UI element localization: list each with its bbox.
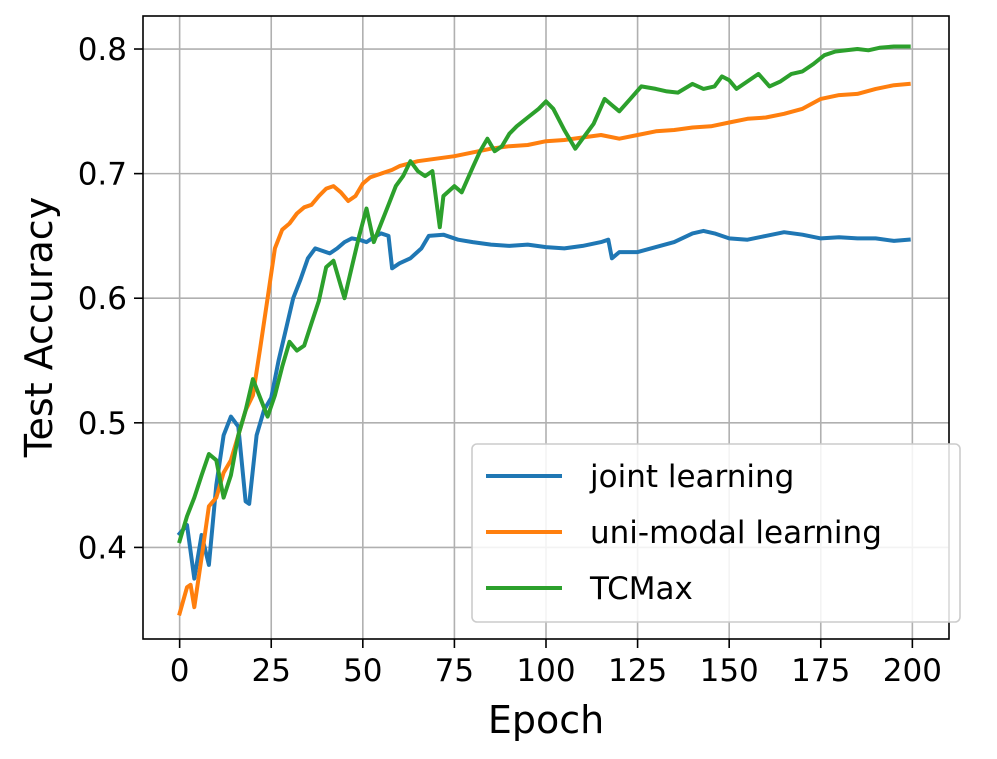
x-tick-label: 25 [252,653,291,689]
y-tick-label: 0.6 [78,281,127,317]
y-tick-label: 0.4 [78,530,127,566]
legend-label: TCMax [589,571,693,607]
legend: joint learning uni-modal learning TCMax [471,443,961,623]
legend-box [471,443,961,623]
axis-ticks: 0 25 50 75 100 125 150 175 200 0.4 0.5 0.6 0.7 0.8 [78,32,942,689]
series-lines [176,44,911,616]
y-axis-label: Test Accuracy [17,197,61,458]
x-axis-label: Epoch [488,698,604,742]
y-tick-label: 0.7 [78,157,127,193]
series-line [177,44,911,544]
series-line [176,228,911,581]
x-tick-label: 75 [435,653,474,689]
x-tick-label: 100 [516,653,575,689]
x-tick-label: 125 [608,653,667,689]
grid [143,16,949,639]
legend-label: uni-modal learning [590,515,882,551]
y-tick-label: 0.8 [78,32,127,68]
x-tick-label: 50 [343,653,382,689]
x-tick-label: 175 [791,653,850,689]
x-tick-label: 150 [700,653,759,689]
legend-label: joint learning [589,459,794,495]
y-tick-label: 0.5 [78,406,127,442]
x-tick-label: 200 [883,653,942,689]
x-tick-label: 0 [170,653,190,689]
